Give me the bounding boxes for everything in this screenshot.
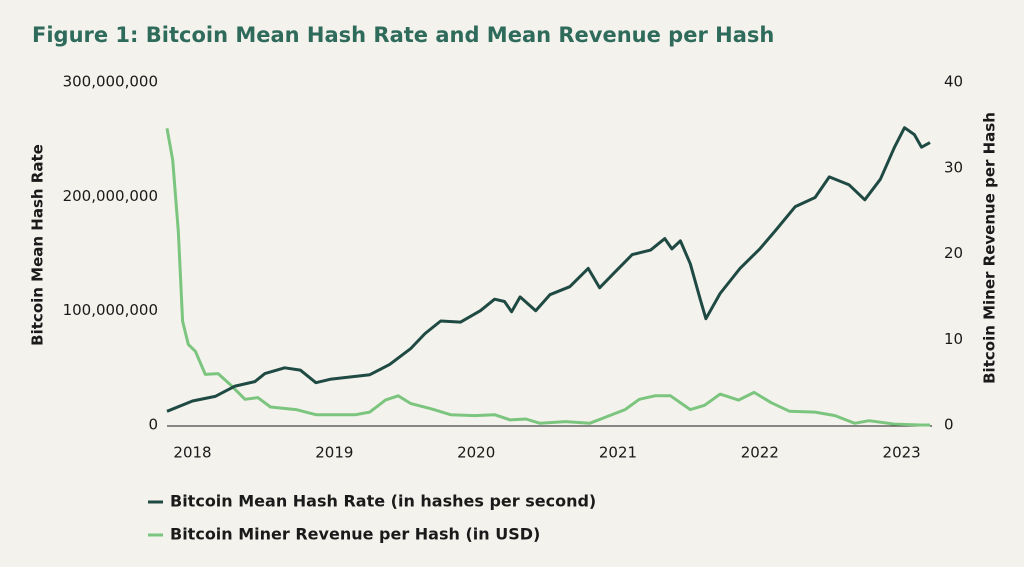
x-tick-label: 2022 bbox=[741, 444, 779, 462]
y-tick-label: 300,000,000 bbox=[63, 73, 158, 91]
chart-title: Figure 1: Bitcoin Mean Hash Rate and Mea… bbox=[32, 23, 774, 47]
y2-tick-label: 30 bbox=[944, 158, 963, 176]
y-tick-label: 0 bbox=[148, 416, 158, 434]
legend-label: Bitcoin Miner Revenue per Hash (in USD) bbox=[170, 525, 540, 544]
x-tick-label: 2020 bbox=[457, 444, 495, 462]
y2-axis-title: Bitcoin Miner Revenue per Hash bbox=[981, 112, 999, 384]
x-tick-label: 2021 bbox=[599, 444, 637, 462]
y-tick-label: 100,000,000 bbox=[63, 301, 158, 319]
x-tick-label: 2019 bbox=[315, 444, 353, 462]
series-line bbox=[166, 126, 931, 413]
y2-tick-label: 20 bbox=[944, 244, 963, 262]
y2-tick-label: 10 bbox=[944, 330, 963, 348]
y2-tick-label: 40 bbox=[944, 73, 963, 91]
y-axis-title: Bitcoin Mean Hash Rate bbox=[29, 144, 47, 346]
legend-label: Bitcoin Mean Hash Rate (in hashes per se… bbox=[170, 492, 596, 511]
series-line bbox=[165, 128, 930, 427]
y-tick-label: 200,000,000 bbox=[63, 187, 158, 205]
x-tick-label: 2018 bbox=[173, 444, 211, 462]
y2-tick-label: 0 bbox=[944, 416, 954, 434]
x-tick-label: 2023 bbox=[883, 444, 921, 462]
